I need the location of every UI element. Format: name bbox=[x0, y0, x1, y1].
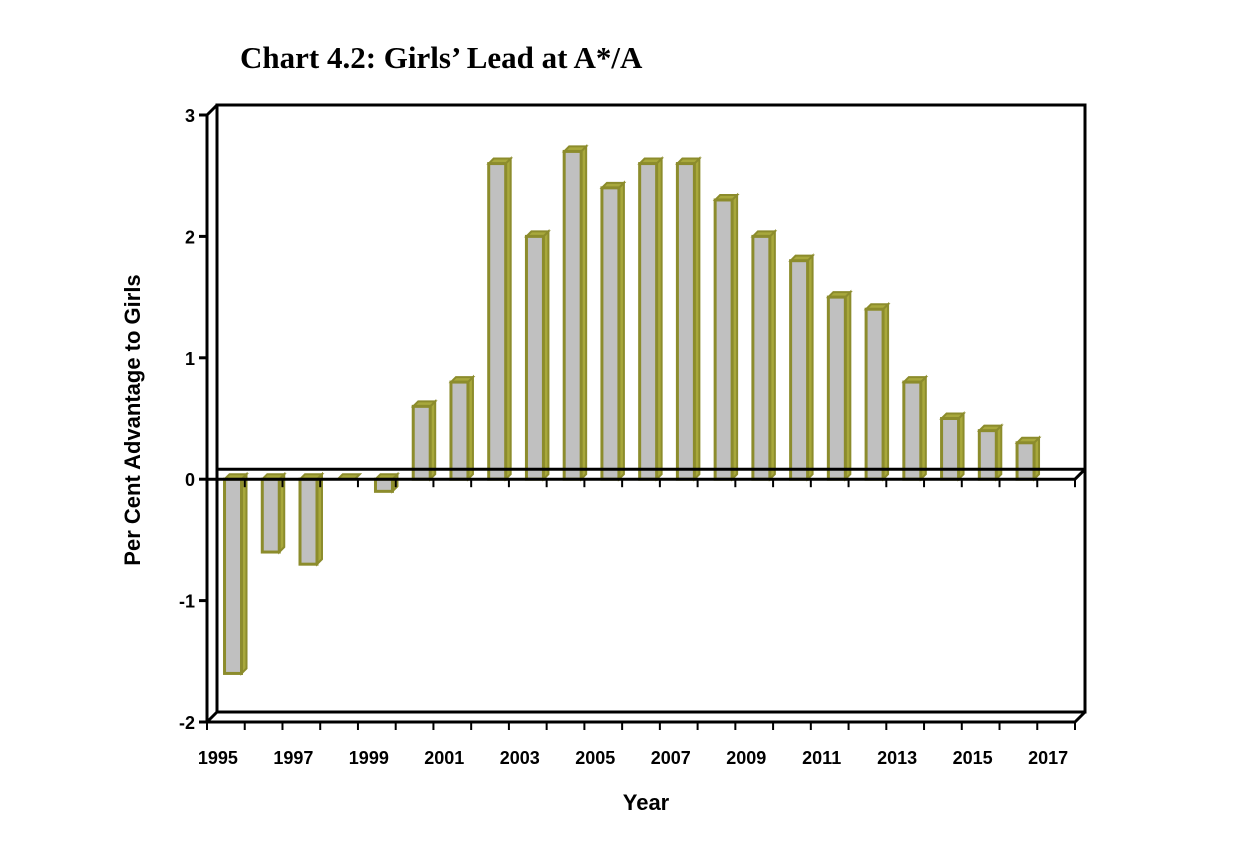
y-axis: -2 -1 0 1 2 3 bbox=[179, 106, 209, 733]
chart-title: Chart 4.2: Girls’ Lead at A*/A bbox=[240, 40, 643, 75]
bar-front-2011 bbox=[826, 295, 847, 481]
depth-edge-bottom-right bbox=[1073, 710, 1087, 724]
bar-2015 bbox=[976, 423, 1004, 482]
x-tick-label: 1999 bbox=[349, 748, 389, 768]
bar-1999 bbox=[373, 471, 400, 494]
bar-2000 bbox=[410, 398, 438, 482]
bar-2002 bbox=[486, 156, 514, 482]
x-axis: 1995 1997 1999 2001 2003 2005 2007 2009 2011 2013… bbox=[198, 479, 1076, 768]
x-tick-label: 2013 bbox=[877, 748, 917, 768]
bar-front-2006 bbox=[638, 162, 659, 481]
bar-front-2013 bbox=[902, 380, 923, 481]
y-tick-label: -1 bbox=[179, 592, 195, 612]
bar-2008 bbox=[712, 192, 740, 482]
bar-front-2004 bbox=[562, 149, 583, 481]
bar-front-2002 bbox=[487, 162, 508, 481]
x-tick-label: 1995 bbox=[198, 748, 238, 768]
depth-edge-bottom-left bbox=[205, 710, 219, 724]
y-tick-label: 2 bbox=[185, 227, 195, 247]
bar-front-2012 bbox=[864, 307, 885, 481]
bar-front-2005 bbox=[600, 186, 621, 481]
bar-front-2007 bbox=[675, 162, 696, 481]
bar-1995 bbox=[222, 471, 249, 676]
zero-line-depth bbox=[1073, 468, 1087, 481]
x-tick-label: 2007 bbox=[651, 748, 691, 768]
y-tick-label: 1 bbox=[185, 349, 195, 369]
y-axis-title: Per Cent Advantage to Girls bbox=[120, 274, 145, 565]
x-tick-label: 2015 bbox=[953, 748, 993, 768]
bar-1996 bbox=[259, 471, 287, 555]
x-tick-label: 2001 bbox=[424, 748, 464, 768]
bar-2011 bbox=[825, 289, 853, 482]
bar-2010 bbox=[788, 253, 816, 482]
bar-2016 bbox=[1014, 435, 1042, 482]
x-tick-label: 2009 bbox=[726, 748, 766, 768]
bars-group bbox=[222, 144, 1042, 676]
bar-front-2009 bbox=[751, 234, 772, 481]
y-tick-label: 3 bbox=[185, 106, 195, 126]
x-tick-label: 2005 bbox=[575, 748, 615, 768]
x-tick-label: 2003 bbox=[500, 748, 540, 768]
bar-front-2010 bbox=[789, 259, 810, 481]
bar-2001 bbox=[448, 374, 476, 482]
bar-front-2008 bbox=[713, 198, 734, 481]
bar-1997 bbox=[297, 471, 325, 567]
bar-front-2015 bbox=[977, 429, 998, 481]
bar-front-1996 bbox=[260, 477, 281, 554]
x-axis-title: Year bbox=[623, 790, 670, 815]
x-tick-label: 2011 bbox=[802, 748, 841, 768]
depth-edge-top-left bbox=[205, 103, 219, 117]
bar-2004 bbox=[561, 144, 589, 482]
bar-2012 bbox=[863, 301, 891, 482]
bar-front-2001 bbox=[449, 380, 470, 481]
zero-line-group bbox=[207, 467, 1087, 481]
bar-front-1999 bbox=[373, 477, 394, 493]
bar-2013 bbox=[901, 374, 929, 482]
bar-front-1995 bbox=[223, 477, 244, 675]
bar-2003 bbox=[524, 228, 551, 482]
x-tick-label: 2017 bbox=[1028, 748, 1068, 768]
bar-2006 bbox=[637, 156, 665, 482]
y-tick-label: 0 bbox=[185, 470, 195, 490]
y-tick-label: -2 bbox=[179, 713, 195, 733]
bar-2014 bbox=[939, 411, 966, 482]
bar-front-2016 bbox=[1015, 441, 1036, 481]
bar-2009 bbox=[750, 228, 778, 482]
bar-front-2003 bbox=[524, 234, 545, 481]
bar-front-1997 bbox=[298, 477, 319, 566]
bar-2007 bbox=[674, 156, 702, 482]
x-tick-label: 1997 bbox=[273, 748, 313, 768]
bar-2005 bbox=[599, 180, 627, 482]
